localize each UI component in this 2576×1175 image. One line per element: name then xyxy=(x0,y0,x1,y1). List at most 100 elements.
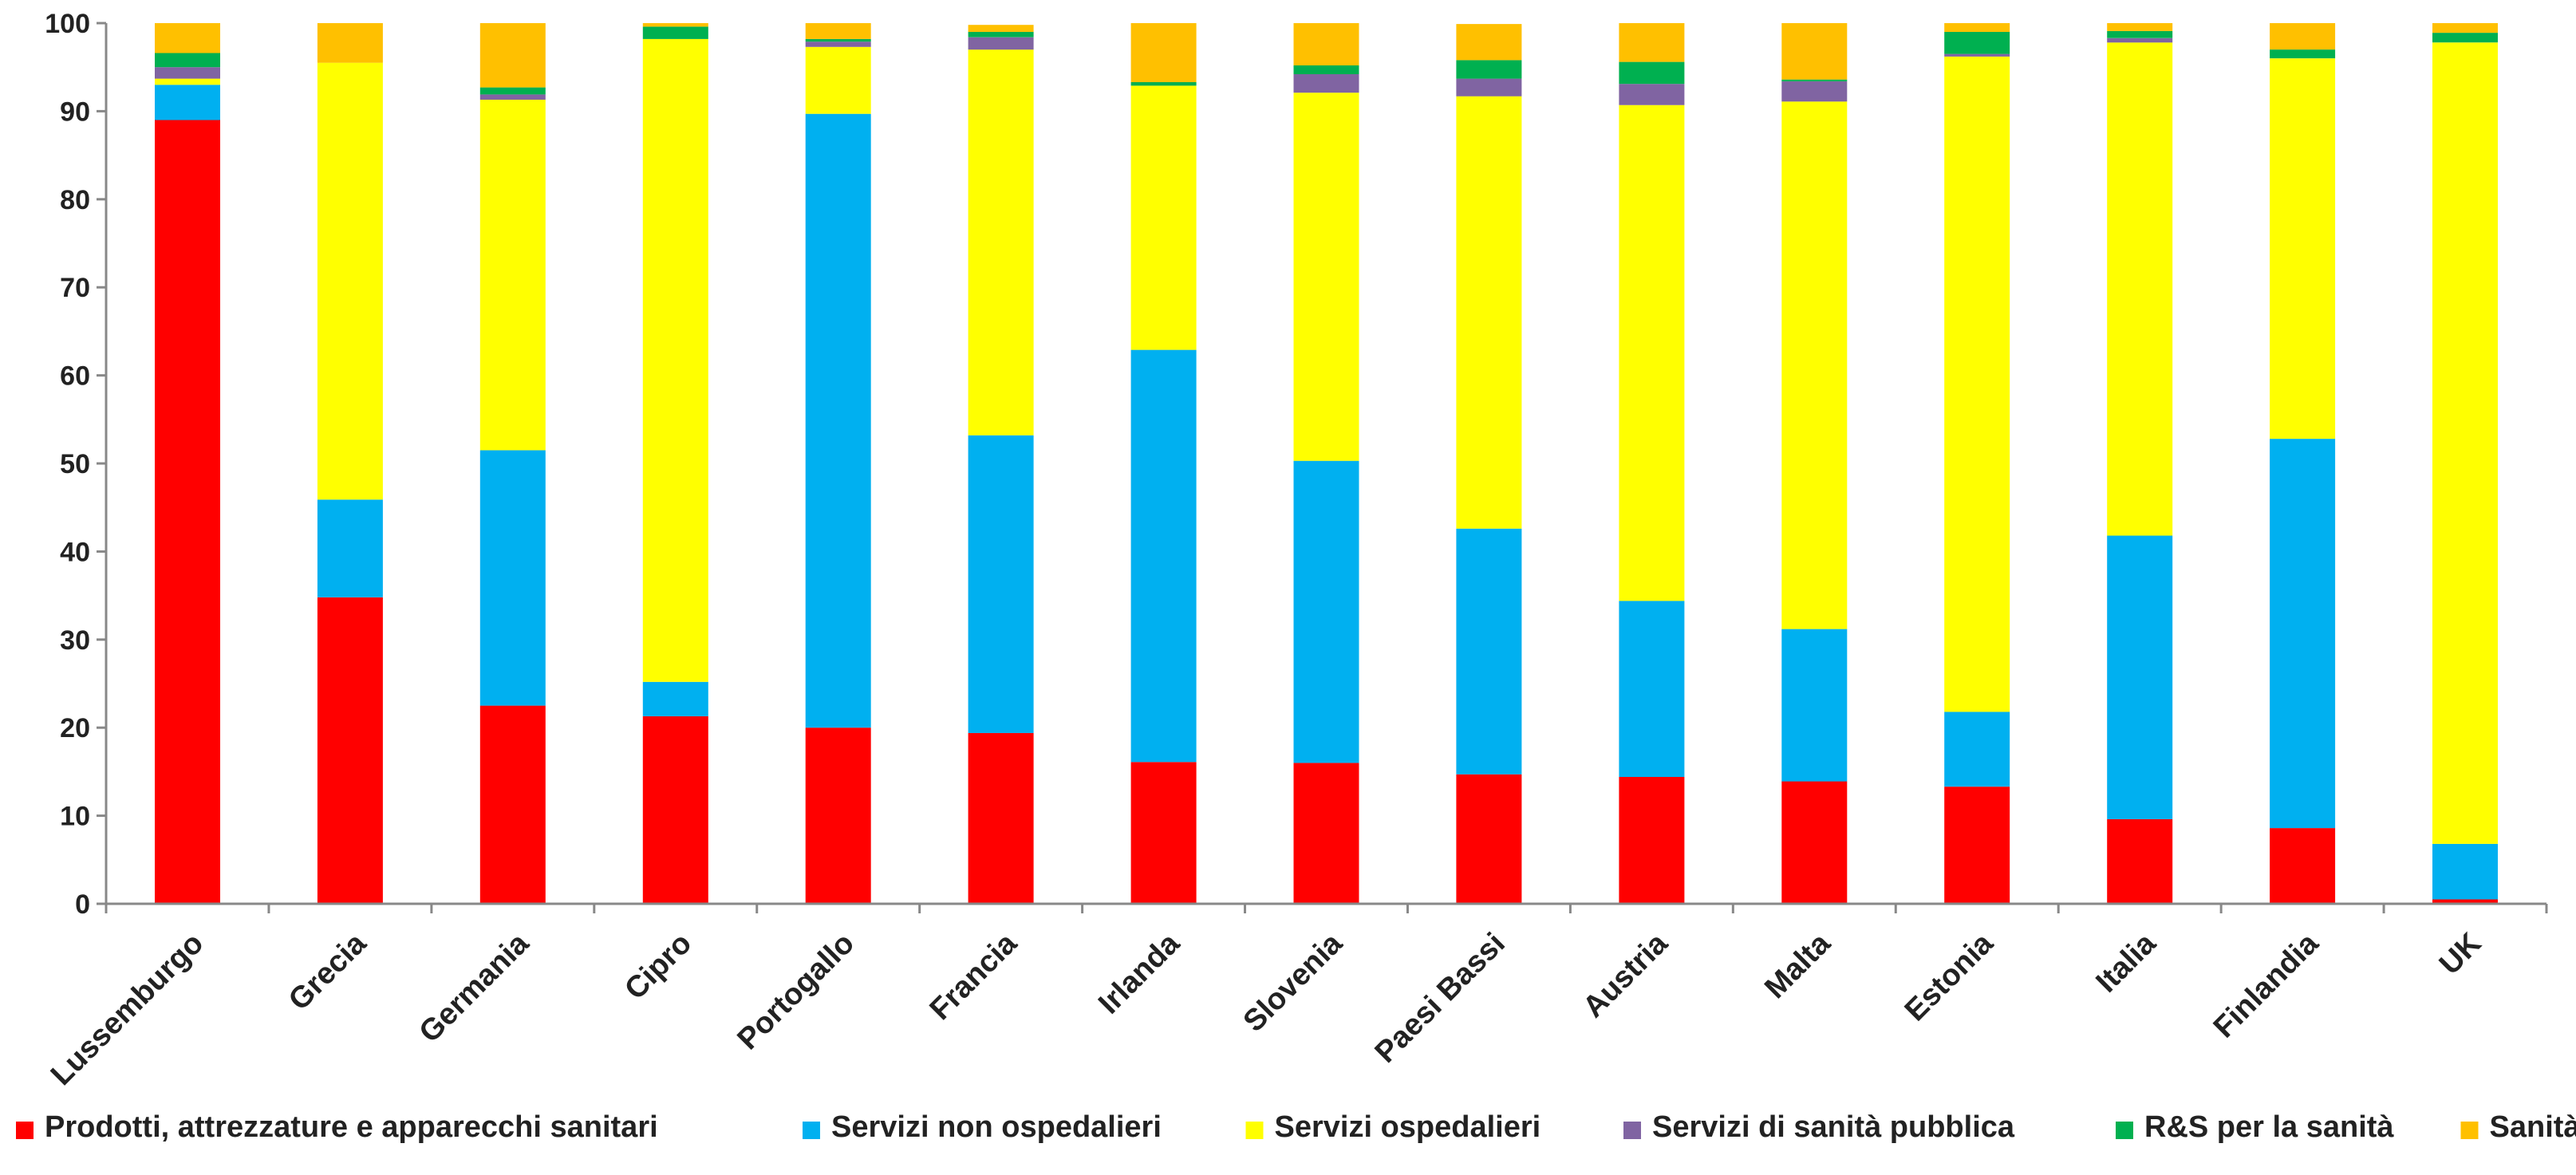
bar-segment-estonia-1 xyxy=(1944,712,2010,787)
bar-segment-irlanda-2 xyxy=(1131,85,1197,349)
bar-segment-italia-5 xyxy=(2107,23,2172,31)
bar-segment-estonia-5 xyxy=(1944,23,2010,32)
x-tick-label-lussemburgo: Lussemburgo xyxy=(45,927,210,1092)
bar-segment-italia-2 xyxy=(2107,42,2172,535)
bar-segment-paesi-bassi-2 xyxy=(1456,97,1521,529)
bar-segment-lussemburgo-5 xyxy=(155,23,220,53)
x-tick-label-finlandia: Finlandia xyxy=(2207,926,2326,1044)
bar-segment-irlanda-0 xyxy=(1131,762,1197,904)
bar-segment-germania-3 xyxy=(480,94,546,100)
bar-segment-italia-1 xyxy=(2107,536,2172,820)
bar-segment-paesi-bassi-3 xyxy=(1456,79,1521,97)
bar-segment-germania-5 xyxy=(480,23,546,88)
x-tick-label-cipro: Cipro xyxy=(618,927,698,1007)
bar-segment-estonia-0 xyxy=(1944,787,2010,904)
y-tick-label: 100 xyxy=(45,9,90,39)
bar-segment-uk-2 xyxy=(2432,42,2498,844)
bar-segment-francia-3 xyxy=(968,37,1034,50)
x-tick-label-austria: Austria xyxy=(1576,926,1675,1024)
bar-segment-irlanda-4 xyxy=(1131,82,1197,85)
bar-segment-paesi-bassi-4 xyxy=(1456,60,1521,78)
bar-segment-estonia-3 xyxy=(1944,54,2010,57)
bar-segment-austria-0 xyxy=(1619,777,1684,904)
bar-segment-francia-2 xyxy=(968,49,1034,436)
legend-label-5: Sanità n.a.c. xyxy=(2490,1110,2576,1144)
bar-segment-cipro-2 xyxy=(643,39,708,682)
bar-segment-slovenia-5 xyxy=(1294,23,1359,65)
y-tick-label: 30 xyxy=(60,625,90,656)
bar-segment-paesi-bassi-0 xyxy=(1456,775,1521,904)
legend-label-3: Servizi di sanità pubblica xyxy=(1652,1110,2015,1144)
bar-segment-cipro-0 xyxy=(643,716,708,904)
bar-segment-slovenia-2 xyxy=(1294,93,1359,461)
bar-segment-francia-1 xyxy=(968,436,1034,733)
bar-segment-lussemburgo-3 xyxy=(155,67,220,78)
x-tick-label-estonia: Estonia xyxy=(1899,926,2000,1027)
legend-label-2: Servizi ospedalieri xyxy=(1275,1110,1541,1144)
bar-segment-grecia-5 xyxy=(318,23,383,63)
bar-segment-francia-5 xyxy=(968,25,1034,32)
bar-segment-portogallo-0 xyxy=(806,727,871,904)
bar-segment-irlanda-5 xyxy=(1131,23,1197,82)
bar-segment-uk-5 xyxy=(2432,23,2498,33)
legend-swatch-0 xyxy=(16,1122,34,1139)
bar-segment-malta-4 xyxy=(1781,80,1847,81)
bar-segment-irlanda-1 xyxy=(1131,350,1197,763)
bar-segment-malta-2 xyxy=(1781,101,1847,629)
bar-segment-cipro-1 xyxy=(643,682,708,716)
bar-segment-uk-1 xyxy=(2432,844,2498,900)
bar-segment-portogallo-4 xyxy=(806,39,871,41)
bar-segment-slovenia-0 xyxy=(1294,763,1359,904)
bar-segment-finlandia-2 xyxy=(2270,58,2335,439)
bar-segment-germania-4 xyxy=(480,88,546,95)
legend-swatch-4 xyxy=(2116,1122,2133,1139)
y-tick-label: 40 xyxy=(60,537,90,567)
x-tick-label-uk: UK xyxy=(2433,926,2488,981)
bar-segment-cipro-5 xyxy=(643,23,708,26)
x-tick-label-italia: Italia xyxy=(2090,926,2164,1000)
bar-segment-grecia-1 xyxy=(318,499,383,597)
legend-swatch-2 xyxy=(1246,1122,1264,1139)
bar-segment-cipro-4 xyxy=(643,26,708,39)
x-tick-label-paesi-bassi: Paesi Bassi xyxy=(1369,927,1512,1070)
legend-label-0: Prodotti, attrezzature e apparecchi sani… xyxy=(45,1110,658,1144)
bar-segment-germania-0 xyxy=(480,706,546,904)
legend-swatch-3 xyxy=(1623,1122,1641,1139)
x-tick-label-grecia: Grecia xyxy=(282,926,373,1017)
bar-segment-austria-2 xyxy=(1619,105,1684,601)
bar-segment-francia-4 xyxy=(968,32,1034,37)
x-tick-label-irlanda: Irlanda xyxy=(1092,926,1186,1020)
x-tick-label-portogallo: Portogallo xyxy=(732,927,862,1057)
bar-segment-slovenia-1 xyxy=(1294,461,1359,763)
bar-segment-grecia-2 xyxy=(318,63,383,500)
bar-segment-lussemburgo-1 xyxy=(155,85,220,120)
x-tick-label-germania: Germania xyxy=(413,926,536,1049)
bar-segment-germania-2 xyxy=(480,100,546,450)
bar-segment-austria-4 xyxy=(1619,62,1684,85)
bar-segment-finlandia-4 xyxy=(2270,49,2335,58)
legend-swatch-5 xyxy=(2461,1122,2479,1139)
bar-segment-germania-1 xyxy=(480,450,546,705)
bar-segment-paesi-bassi-5 xyxy=(1456,24,1521,60)
bar-segment-malta-3 xyxy=(1781,81,1847,101)
bar-segment-finlandia-0 xyxy=(2270,828,2335,904)
legend-label-4: R&S per la sanità xyxy=(2144,1110,2394,1144)
bar-segment-malta-5 xyxy=(1781,23,1847,80)
bar-segment-portogallo-1 xyxy=(806,114,871,728)
bar-segment-grecia-0 xyxy=(318,597,383,904)
bars-layer xyxy=(155,23,2498,904)
y-tick-label: 90 xyxy=(60,97,90,127)
y-tick-label: 20 xyxy=(60,713,90,743)
bar-segment-slovenia-4 xyxy=(1294,65,1359,74)
x-tick-label-slovenia: Slovenia xyxy=(1237,926,1350,1039)
bar-segment-paesi-bassi-1 xyxy=(1456,529,1521,775)
y-tick-label: 50 xyxy=(60,449,90,479)
bar-segment-italia-0 xyxy=(2107,819,2172,904)
y-tick-label: 80 xyxy=(60,185,90,215)
bar-segment-lussemburgo-4 xyxy=(155,53,220,68)
bar-segment-francia-0 xyxy=(968,733,1034,904)
bar-segment-uk-4 xyxy=(2432,33,2498,42)
bar-segment-lussemburgo-2 xyxy=(155,79,220,85)
